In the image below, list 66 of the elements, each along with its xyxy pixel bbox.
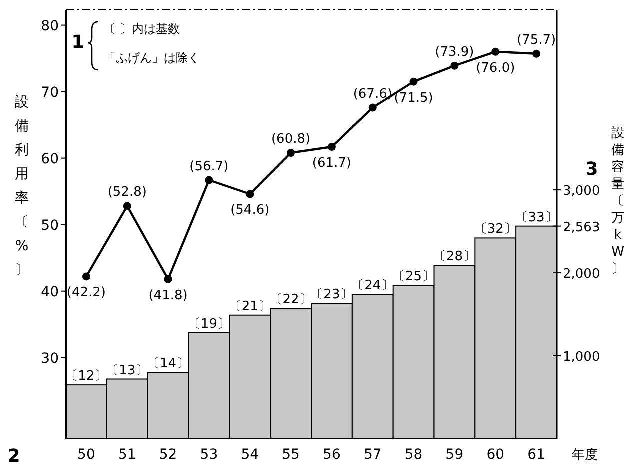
point — [328, 143, 336, 152]
y2-tick-label: 1,000 — [563, 350, 600, 366]
y-tick-label: 40 — [41, 284, 59, 300]
data-label: (52.8) — [108, 185, 147, 200]
annotation: 〔12〕 — [65, 369, 108, 384]
point — [246, 190, 254, 198]
annotation: 〔19〕 — [188, 316, 230, 332]
annotation: 〔14〕 — [147, 356, 190, 372]
annotation: 〔33〕 — [515, 210, 558, 226]
x-tick-label: 50 — [78, 447, 96, 463]
text: 設備容量〔万kW〕 — [612, 126, 624, 278]
x-tick-label: 53 — [200, 447, 218, 463]
annotation: 1 — [72, 32, 84, 53]
annotation: 〔25〕 — [392, 269, 436, 284]
point — [492, 48, 500, 56]
y2-tick-label: 2,000 — [563, 267, 600, 282]
data-label: (76.0) — [476, 60, 516, 76]
point — [410, 78, 418, 86]
data-label: (60.8) — [271, 132, 311, 147]
annotation: 〔28〕 — [433, 250, 476, 265]
point — [450, 62, 459, 70]
data-label: (75.7) — [516, 32, 556, 48]
x-tick-label: 57 — [364, 447, 382, 463]
point — [82, 272, 90, 281]
annotation: 〔21〕 — [228, 299, 272, 314]
y2-tick-label: 3,000 — [563, 184, 600, 200]
x-tick-label: 51 — [118, 447, 136, 463]
x-tick-label: 59 — [446, 447, 464, 463]
y-tick-label: 80 — [41, 18, 59, 34]
y-tick-label: 60 — [41, 151, 59, 168]
data-label: (54.6) — [230, 203, 270, 218]
text: 3 — [586, 159, 598, 180]
data-label: (71.5) — [394, 90, 434, 106]
point — [368, 104, 377, 112]
data-label: (61.7) — [312, 156, 352, 172]
y-tick-label: 70 — [41, 84, 59, 101]
data-label: (42.2) — [66, 286, 106, 301]
x-tick-label: 52 — [159, 447, 178, 463]
annotation: 〔13〕 — [106, 363, 149, 378]
point — [123, 202, 132, 210]
annotation: 〔22〕 — [270, 292, 312, 308]
data-label: (41.8) — [148, 288, 188, 304]
data-label: (56.7) — [190, 159, 229, 174]
y2-tick-label: 2,563 — [563, 220, 600, 236]
x-axis-title: 年度 — [572, 447, 598, 463]
point — [164, 275, 172, 284]
x-tick-label: 60 — [486, 447, 505, 463]
y-tick-label: 50 — [41, 218, 59, 234]
annotation: 〔 〕内は基数 — [104, 22, 180, 36]
y-tick-label: 30 — [41, 350, 59, 367]
point — [205, 176, 214, 184]
point — [287, 149, 296, 157]
annotation: 〔23〕 — [310, 288, 354, 303]
point — [532, 50, 541, 58]
x-tick-label: 61 — [528, 447, 546, 463]
y-axis-title: 設備利用率〔%〕 — [15, 94, 29, 279]
data-label: (67.6) — [353, 86, 392, 102]
annotation: 〔32〕 — [474, 222, 517, 238]
annotation: 〔24〕 — [352, 278, 394, 294]
data-label: (73.9) — [435, 44, 474, 60]
x-tick-label: 55 — [282, 447, 300, 463]
x-tick-label: 58 — [404, 447, 423, 463]
x-tick-label: 56 — [323, 447, 341, 463]
annotation: 「ふげん」は除く — [104, 51, 200, 65]
text: 2 — [8, 446, 20, 467]
x-tick-label: 54 — [241, 447, 260, 463]
